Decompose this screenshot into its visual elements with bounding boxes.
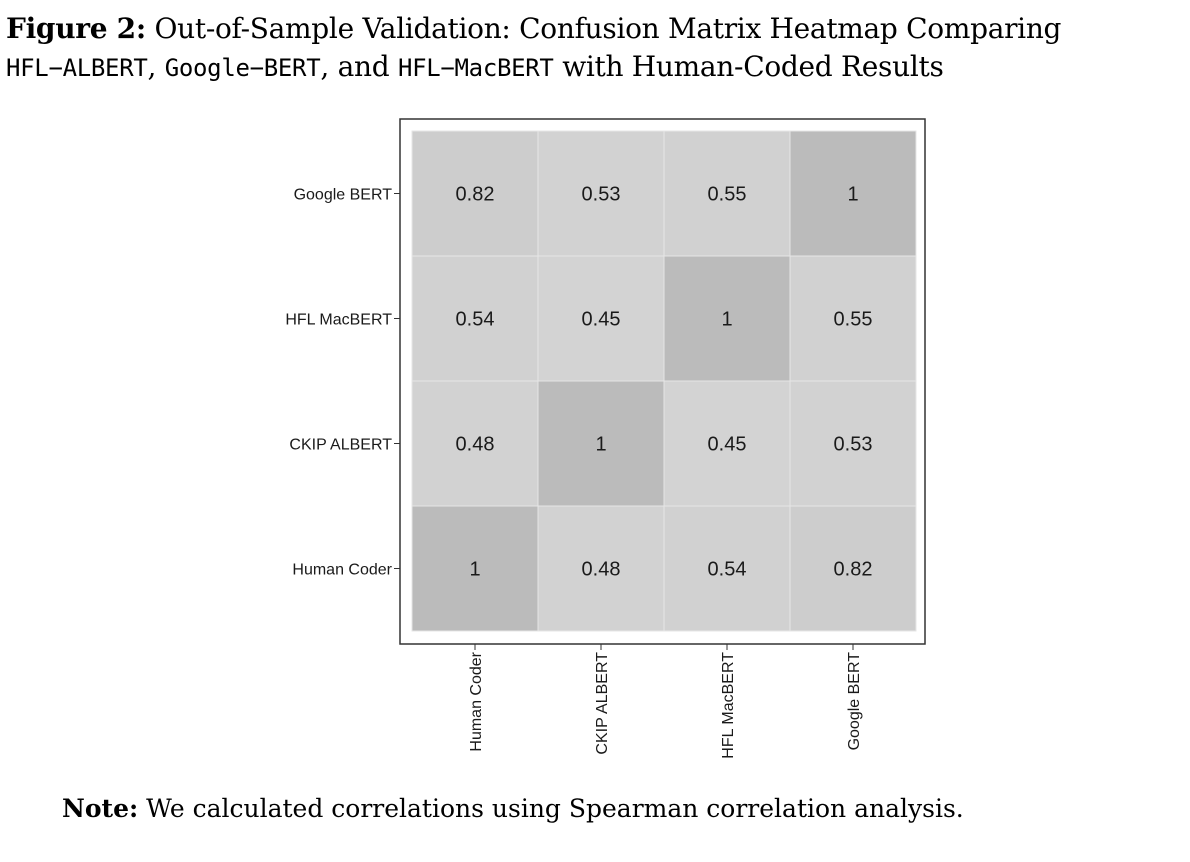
cell-value-label: 0.53 xyxy=(834,434,873,456)
note-label: Note: xyxy=(62,794,139,823)
cell-value-label: 1 xyxy=(847,184,858,206)
cell-value-label: 0.53 xyxy=(582,184,621,206)
caption-model-2: Google−BERT xyxy=(164,54,321,82)
cell-value-label: 0.55 xyxy=(834,309,873,331)
cell-value-label: 1 xyxy=(469,559,480,581)
y-axis-labels: Human Coder CKIP ALBERT HFL MacBERT Google … xyxy=(285,187,400,579)
cell-value-label: 0.48 xyxy=(456,434,495,456)
heatmap-cell xyxy=(789,255,917,382)
heatmap-cells: 1 0.48 0.54 0.82 0.48 1 0.45 0.53 0.54 0.45 1 0.55 0… xyxy=(411,130,917,632)
heatmap-cell xyxy=(537,380,665,507)
figure-caption: Figure 2: Out-of-Sample Validation: Conf… xyxy=(6,10,1186,87)
heatmap-cell xyxy=(663,255,791,382)
figure-note: Note: We calculated correlations using S… xyxy=(62,792,964,826)
caption-text-post: with Human-Coded Results xyxy=(562,50,944,83)
heatmap-cell xyxy=(537,505,665,632)
note-text: We calculated correlations using Spearma… xyxy=(146,794,964,823)
heatmap-cell xyxy=(789,380,917,507)
cell-value-label: 0.48 xyxy=(582,559,621,581)
caption-sep-2: , and xyxy=(320,50,390,83)
heatmap-cell xyxy=(789,130,917,257)
caption-sep-1: , xyxy=(147,50,157,83)
y-tick-label: HFL MacBERT xyxy=(285,312,392,329)
y-tick-label: Human Coder xyxy=(292,562,392,579)
heatmap-cell xyxy=(411,255,539,382)
y-tick-label: Google BERT xyxy=(294,187,393,204)
caption-text-pre: Out-of-Sample Validation: Confusion Matr… xyxy=(154,12,1062,45)
cell-value-label: 1 xyxy=(721,309,732,331)
x-tick-label: Human Coder xyxy=(468,651,485,751)
cell-value-label: 0.45 xyxy=(708,434,747,456)
heatmap-cell xyxy=(663,380,791,507)
cell-value-label: 1 xyxy=(595,434,606,456)
x-tick-label: CKIP ALBERT xyxy=(594,652,611,755)
cell-value-label: 0.54 xyxy=(708,559,747,581)
heatmap-cell xyxy=(537,130,665,257)
cell-value-label: 0.82 xyxy=(456,184,495,206)
caption-model-1: HFL−ALBERT xyxy=(6,54,148,82)
figure-label: Figure 2: xyxy=(6,12,146,45)
heatmap-cell xyxy=(411,505,539,632)
cell-value-label: 0.55 xyxy=(708,184,747,206)
y-tick-label: CKIP ALBERT xyxy=(289,437,392,454)
heatmap-cell xyxy=(789,505,917,632)
heatmap-cell xyxy=(663,130,791,257)
x-tick-label: HFL MacBERT xyxy=(720,652,737,759)
heatmap-cell xyxy=(411,130,539,257)
caption-model-3: HFL−MacBERT xyxy=(397,54,554,82)
cell-value-label: 0.45 xyxy=(582,309,621,331)
x-axis-labels: Human Coder CKIP ALBERT HFL MacBERT Google … xyxy=(468,644,863,759)
x-tick-label: Google BERT xyxy=(846,652,863,751)
cell-value-label: 0.54 xyxy=(456,309,495,331)
cell-value-label: 0.82 xyxy=(834,559,873,581)
